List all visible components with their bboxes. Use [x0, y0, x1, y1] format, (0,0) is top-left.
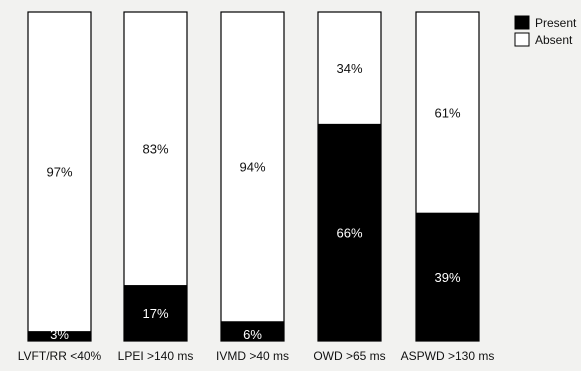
bar-absent — [28, 12, 91, 332]
x-tick-label: LVFT/RR <40% — [18, 349, 102, 363]
data-label-absent: 61% — [434, 105, 460, 120]
bar-group-2: 83% 17% — [123, 11, 188, 342]
data-label-present: 3% — [50, 327, 69, 342]
bar-group-4: 34% 66% — [317, 11, 382, 342]
legend-swatch — [514, 15, 530, 30]
bar-present — [124, 285, 187, 341]
bar-absent — [124, 12, 187, 286]
data-label-absent: 94% — [239, 160, 265, 175]
data-label-absent: 34% — [336, 61, 362, 76]
bar-outline — [123, 11, 188, 342]
legend-label: Absent — [535, 33, 573, 47]
legend-label: Present — [535, 16, 577, 30]
bar-present — [318, 123, 381, 341]
legend-item-present: Present — [514, 15, 577, 30]
bar-group-1: 97% 3% — [27, 11, 92, 342]
bar-outline — [415, 11, 480, 342]
bar-outline — [317, 11, 382, 342]
bars-group: 97% 3% 83% 17% 94% 6% 34% 66% 61% 39% — [27, 11, 480, 342]
data-label-present: 17% — [142, 306, 168, 321]
data-label-absent: 97% — [46, 165, 72, 180]
bar-outline — [220, 11, 285, 342]
x-tick-label: OWD >65 ms — [313, 349, 385, 363]
x-tick-label: ASPWD >130 ms — [401, 349, 495, 363]
legend-swatch — [514, 32, 530, 47]
bar-absent — [221, 12, 284, 322]
legend: Present Absent — [514, 15, 577, 47]
x-tick-label: LPEI >140 ms — [118, 349, 194, 363]
bar-present — [221, 321, 284, 341]
bar-absent — [318, 12, 381, 124]
bar-group-3: 94% 6% — [220, 11, 285, 342]
data-label-present: 39% — [434, 270, 460, 285]
x-tick-labels: LVFT/RR <40% LPEI >140 ms IVMD >40 ms OWD >… — [18, 349, 495, 363]
bar-present — [416, 212, 479, 341]
x-tick-label: IVMD >40 ms — [216, 349, 289, 363]
data-label-present: 6% — [243, 327, 262, 342]
bar-group-5: 61% 39% — [415, 11, 480, 342]
data-label-present: 66% — [336, 225, 362, 240]
data-label-absent: 83% — [142, 142, 168, 157]
bar-absent — [416, 12, 479, 213]
bar-present — [28, 331, 91, 341]
legend-item-absent: Absent — [514, 32, 573, 47]
bar-outline — [27, 11, 92, 342]
